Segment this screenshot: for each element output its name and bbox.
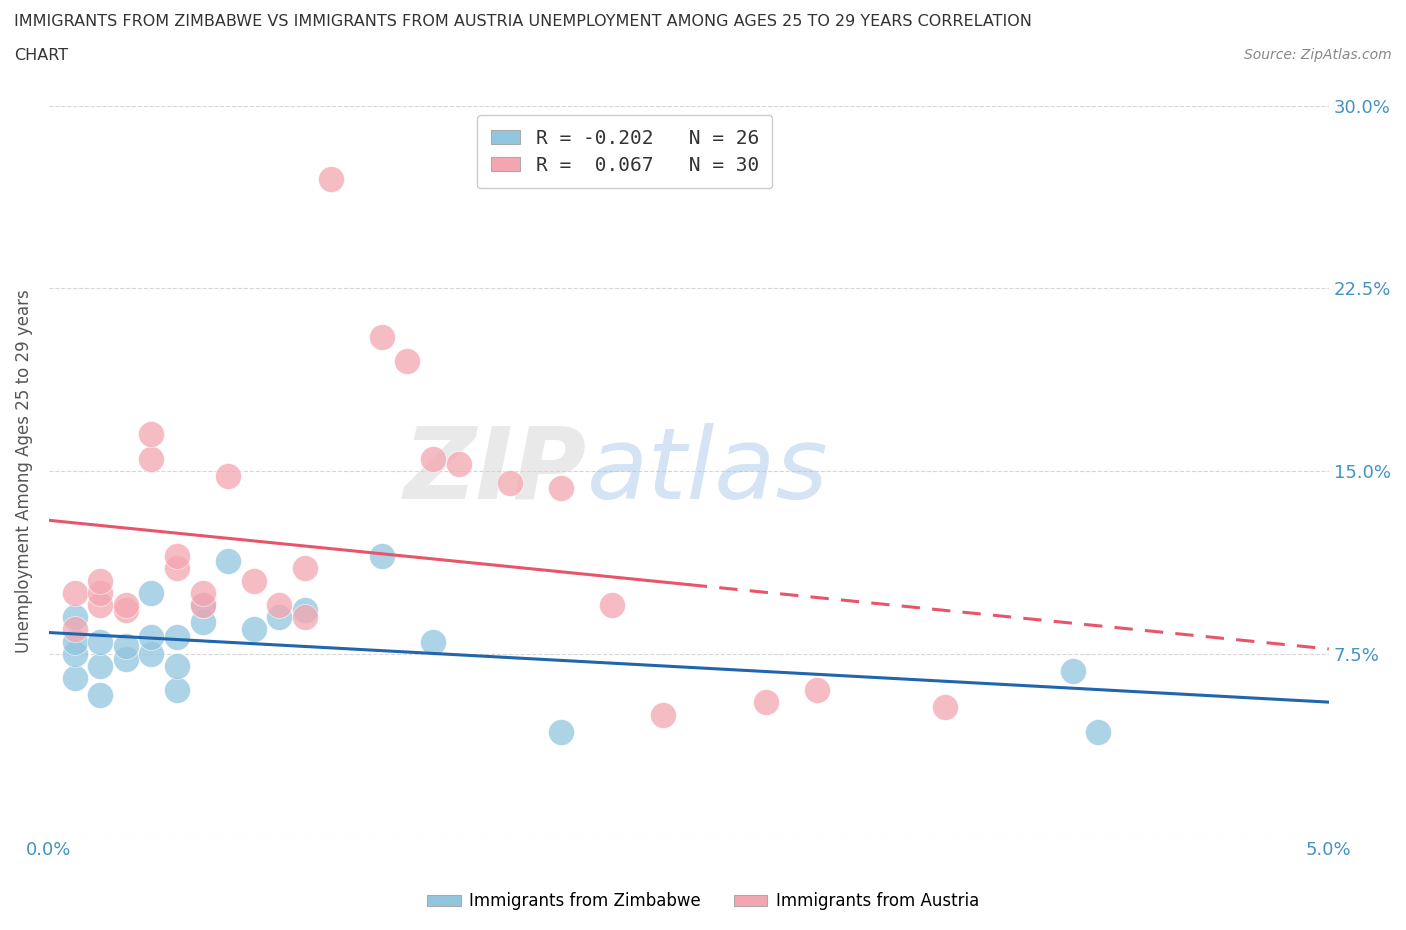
Point (550, 481, 572, 496)
Point (934, 699, 956, 714)
Point (242, 573, 264, 588)
Legend: R = -0.202   N = 26, R =  0.067   N = 30: R = -0.202 N = 26, R = 0.067 N = 30 (477, 115, 772, 189)
Point (114, 651, 136, 666)
Point (217, 553, 239, 568)
Point (269, 610, 291, 625)
Point (63, 610, 86, 625)
Text: Source: ZipAtlas.com: Source: ZipAtlas.com (1244, 48, 1392, 62)
Point (806, 683, 828, 698)
Text: ZIP: ZIP (404, 422, 586, 520)
Point (63, 646, 86, 661)
Point (191, 598, 214, 613)
Point (294, 610, 316, 625)
Point (89, 573, 111, 588)
Y-axis label: Unemployment Among Ages 25 to 29 years: Unemployment Among Ages 25 to 29 years (15, 289, 32, 653)
Legend: Immigrants from Zimbabwe, Immigrants from Austria: Immigrants from Zimbabwe, Immigrants fro… (420, 885, 986, 917)
Point (89, 658, 111, 673)
Point (499, 476, 522, 491)
Point (1062, 663, 1084, 678)
Point (319, 171, 342, 186)
Point (141, 630, 163, 644)
Point (141, 451, 163, 466)
Point (114, 598, 136, 613)
Point (141, 585, 163, 600)
Point (89, 585, 111, 600)
Point (600, 598, 623, 613)
Point (447, 457, 470, 472)
Point (242, 622, 264, 637)
Point (396, 354, 419, 369)
Point (370, 549, 392, 564)
Point (1087, 724, 1109, 739)
Point (63, 585, 86, 600)
Point (370, 329, 392, 344)
Point (166, 658, 188, 673)
Point (217, 469, 239, 484)
Point (550, 724, 572, 739)
Point (422, 634, 444, 649)
Point (755, 695, 778, 710)
Point (114, 639, 136, 654)
Point (63, 622, 86, 637)
Point (422, 451, 444, 466)
Point (652, 707, 675, 722)
Point (166, 630, 188, 644)
Point (63, 634, 86, 649)
Point (89, 598, 111, 613)
Point (63, 671, 86, 685)
Point (89, 634, 111, 649)
Point (89, 687, 111, 702)
Text: atlas: atlas (586, 422, 828, 520)
Point (141, 427, 163, 442)
Point (166, 561, 188, 576)
Text: IMMIGRANTS FROM ZIMBABWE VS IMMIGRANTS FROM AUSTRIA UNEMPLOYMENT AMONG AGES 25 T: IMMIGRANTS FROM ZIMBABWE VS IMMIGRANTS F… (14, 14, 1032, 29)
Point (269, 598, 291, 613)
Point (191, 598, 214, 613)
Point (191, 585, 214, 600)
Point (166, 683, 188, 698)
Text: CHART: CHART (14, 48, 67, 63)
Point (294, 603, 316, 618)
Point (114, 603, 136, 618)
Point (166, 549, 188, 564)
Point (191, 615, 214, 630)
Point (141, 646, 163, 661)
Point (294, 561, 316, 576)
